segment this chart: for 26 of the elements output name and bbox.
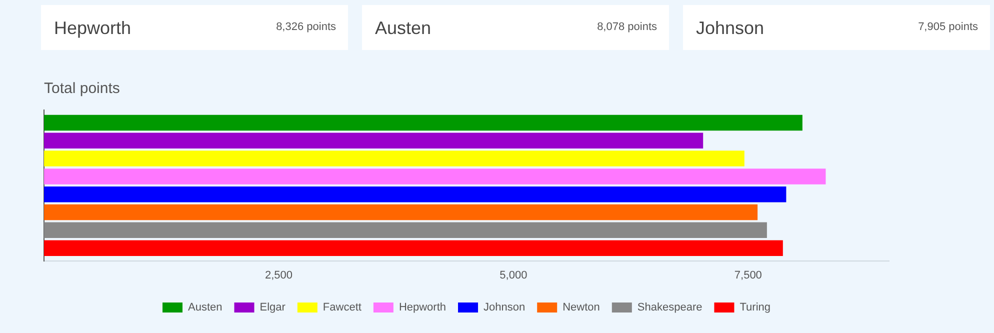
text: 7,905 points — [918, 21, 978, 33]
text: Austen — [375, 18, 432, 39]
legend-label: Newton — [562, 302, 600, 314]
legend-label: Shakespeare — [637, 302, 702, 314]
legend-label: Austen — [188, 302, 222, 314]
legend-label: Elgar — [260, 302, 286, 314]
legend-label: Fawcett — [322, 302, 362, 314]
text: 8,078 points — [597, 21, 657, 33]
legend-label: Hepworth — [398, 302, 446, 314]
legend-label: Turing — [740, 302, 771, 314]
x-tick-label: 5,000 — [500, 269, 528, 282]
legend-label: Johnson — [484, 302, 526, 314]
bar — [44, 222, 767, 238]
bar — [44, 168, 826, 184]
text: Hepworth — [54, 18, 132, 39]
x-tick-label: 7,500 — [734, 269, 762, 282]
bar — [44, 186, 786, 202]
bar — [44, 114, 802, 131]
bar — [44, 150, 744, 166]
bar — [44, 204, 758, 220]
chart-title: Total points — [44, 80, 120, 98]
bar — [44, 132, 704, 149]
text: 8,326 points — [276, 21, 336, 33]
text: Johnson — [696, 18, 764, 39]
x-tick-label: 2,500 — [264, 269, 292, 282]
bar — [44, 240, 783, 256]
